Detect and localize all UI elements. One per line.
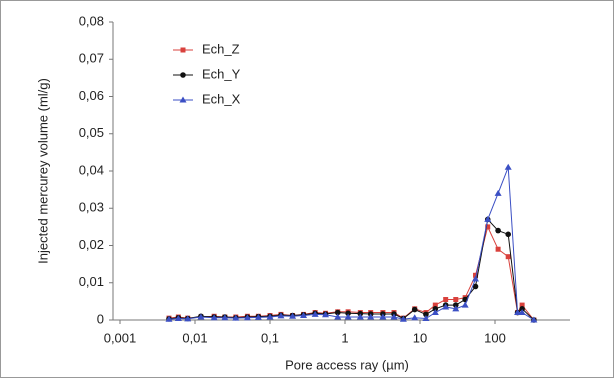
marker [505,254,511,260]
marker [367,313,375,320]
marker [432,302,438,308]
marker [289,312,297,319]
marker [411,306,418,313]
x-tick-label: 0,001 [104,330,137,345]
marker [232,314,240,321]
legend-label: Ech_Y [202,66,241,81]
marker [180,47,186,53]
marker [518,309,526,316]
marker [423,311,429,318]
marker [422,315,430,322]
y-tick-label: 0,05 [79,125,104,140]
marker [494,189,502,196]
y-tick-label: 0,04 [79,162,104,177]
marker [345,310,351,317]
marker [210,314,218,321]
marker [243,314,251,321]
marker [356,313,364,320]
marker [390,313,398,320]
marker [322,311,330,318]
marker [530,316,538,323]
x-tick-label: 0,01 [182,330,207,345]
y-tick-label: 0,08 [79,13,104,28]
marker [473,272,479,278]
marker [505,231,512,238]
y-axis-title: Injected mercurey volume (ml/g) [35,78,50,264]
marker [165,315,173,322]
marker [174,315,182,322]
marker [519,306,525,312]
marker [197,313,205,320]
marker [484,215,492,222]
x-tick-label: 1 [341,330,348,345]
y-tick-label: 0,06 [79,88,104,103]
legend-label: Ech_Z [202,41,240,56]
marker [344,313,352,320]
legend-label: Ech_X [202,91,241,106]
y-tick-label: 0,01 [79,274,104,289]
marker [254,313,262,320]
marker [180,72,186,78]
marker [431,309,439,316]
marker [334,313,342,320]
marker [334,309,341,316]
marker [311,310,319,317]
marker [461,301,469,308]
marker [179,96,187,103]
marker [504,163,512,170]
y-tick-label: 0,03 [79,200,104,215]
marker [495,227,501,234]
x-axis-title: Pore access ray (µm) [285,357,409,372]
marker [221,314,229,321]
marker [379,313,387,320]
marker [452,302,459,308]
y-tick-label: 0,02 [79,237,104,252]
marker [300,312,308,319]
marker [514,309,522,316]
marker [472,275,480,282]
marker [495,246,501,252]
marker [277,312,285,319]
x-tick-label: 100 [484,330,506,345]
marker [411,314,419,321]
marker [485,224,491,230]
marker [472,283,479,290]
y-tick-label: 0 [97,311,104,326]
marker [519,302,525,308]
marker [399,315,407,322]
x-tick-label: 10 [413,330,427,345]
marker [266,313,274,320]
marker [453,297,459,303]
marker [184,315,192,322]
y-tick-label: 0,07 [79,51,104,66]
marker [443,297,449,303]
marker [452,305,460,312]
marker [432,306,439,312]
marker [442,303,450,310]
x-tick-label: 0,1 [261,330,279,345]
